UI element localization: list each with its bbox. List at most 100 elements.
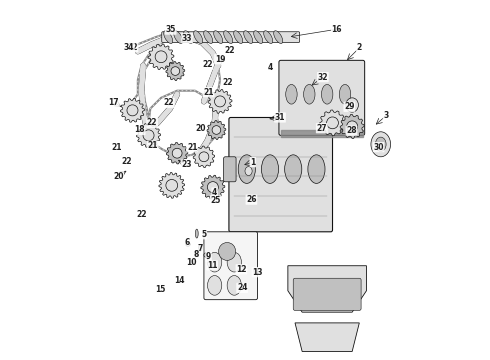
Text: 18: 18 [134, 126, 145, 135]
Ellipse shape [234, 31, 243, 44]
Text: 20: 20 [113, 172, 123, 181]
Polygon shape [148, 44, 174, 69]
Text: 34: 34 [123, 43, 134, 52]
Text: 11: 11 [207, 261, 218, 270]
Ellipse shape [346, 98, 358, 112]
Text: 21: 21 [147, 141, 158, 150]
FancyBboxPatch shape [204, 232, 258, 300]
Text: 22: 22 [147, 118, 157, 127]
Text: 8: 8 [193, 250, 198, 259]
Text: 4: 4 [212, 188, 217, 197]
Ellipse shape [186, 242, 190, 247]
Text: 9: 9 [206, 252, 211, 261]
Text: 6: 6 [185, 238, 190, 247]
Ellipse shape [339, 85, 351, 104]
Ellipse shape [219, 243, 236, 260]
Text: 16: 16 [332, 25, 342, 34]
Text: 1: 1 [250, 158, 255, 167]
Ellipse shape [194, 31, 203, 44]
Text: 15: 15 [155, 285, 165, 294]
Polygon shape [166, 62, 185, 81]
Polygon shape [193, 146, 215, 167]
Text: 28: 28 [346, 126, 357, 135]
Text: 5: 5 [201, 230, 206, 239]
Text: 21: 21 [203, 87, 214, 96]
Ellipse shape [207, 275, 222, 295]
Ellipse shape [321, 85, 333, 104]
Ellipse shape [204, 253, 207, 257]
Text: 29: 29 [344, 102, 355, 111]
Ellipse shape [214, 31, 223, 44]
Ellipse shape [196, 229, 198, 238]
Text: 22: 22 [136, 210, 147, 219]
Text: 14: 14 [174, 276, 185, 285]
Text: 31: 31 [275, 113, 285, 122]
Circle shape [155, 51, 167, 63]
Ellipse shape [286, 85, 297, 104]
Text: 22: 22 [222, 78, 233, 87]
Polygon shape [167, 143, 188, 164]
Ellipse shape [184, 31, 193, 44]
Text: 19: 19 [215, 55, 225, 64]
Ellipse shape [304, 85, 315, 104]
Polygon shape [137, 123, 161, 147]
Text: 22: 22 [224, 46, 235, 55]
Text: 10: 10 [186, 258, 196, 267]
Ellipse shape [308, 155, 325, 183]
Ellipse shape [164, 31, 173, 44]
Circle shape [166, 180, 178, 191]
Polygon shape [207, 121, 226, 139]
Ellipse shape [204, 31, 213, 44]
Polygon shape [201, 175, 225, 199]
Circle shape [199, 152, 209, 162]
Ellipse shape [189, 260, 194, 264]
Ellipse shape [195, 251, 199, 255]
Polygon shape [121, 98, 145, 122]
Ellipse shape [245, 167, 252, 176]
Circle shape [172, 148, 182, 158]
Ellipse shape [254, 31, 263, 44]
Circle shape [143, 130, 154, 141]
Text: 32: 32 [318, 73, 328, 82]
Text: 26: 26 [246, 195, 257, 204]
Text: 20: 20 [195, 124, 206, 133]
Ellipse shape [264, 31, 273, 44]
Text: 17: 17 [109, 98, 119, 107]
Circle shape [171, 67, 180, 75]
Polygon shape [319, 110, 345, 136]
Polygon shape [208, 90, 232, 113]
Text: 23: 23 [181, 160, 192, 169]
Text: 21: 21 [187, 143, 197, 152]
Ellipse shape [239, 266, 244, 271]
Text: 22: 22 [202, 60, 213, 69]
Circle shape [215, 96, 225, 107]
Text: 7: 7 [197, 244, 203, 253]
Ellipse shape [173, 31, 183, 44]
Circle shape [207, 182, 219, 193]
Ellipse shape [371, 132, 391, 157]
Polygon shape [340, 114, 364, 138]
Text: 22: 22 [164, 98, 174, 107]
Ellipse shape [238, 155, 255, 183]
Ellipse shape [227, 275, 242, 295]
Text: 25: 25 [211, 196, 221, 205]
FancyBboxPatch shape [293, 278, 361, 310]
Text: 22: 22 [121, 157, 132, 166]
Text: 2: 2 [357, 43, 362, 52]
Ellipse shape [274, 31, 283, 44]
Polygon shape [159, 172, 185, 198]
Ellipse shape [375, 137, 386, 152]
Polygon shape [281, 130, 363, 137]
Polygon shape [295, 323, 359, 351]
Ellipse shape [244, 31, 253, 44]
Text: 35: 35 [166, 25, 176, 34]
Text: 13: 13 [252, 268, 263, 277]
Text: 12: 12 [236, 265, 246, 274]
Text: 30: 30 [373, 143, 384, 152]
Ellipse shape [285, 155, 302, 183]
Ellipse shape [254, 269, 258, 274]
Text: 4: 4 [268, 63, 272, 72]
Circle shape [127, 105, 138, 116]
Ellipse shape [198, 245, 202, 251]
Text: 27: 27 [317, 124, 327, 133]
